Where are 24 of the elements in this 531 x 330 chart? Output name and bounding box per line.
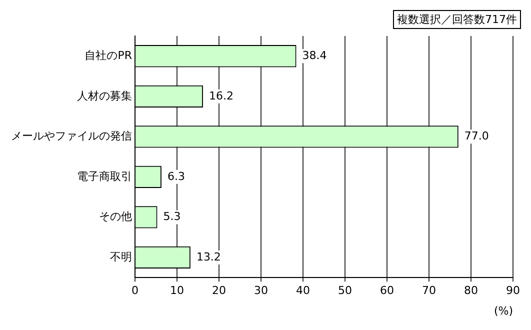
y-tick-label: その他: [99, 210, 132, 224]
data-label: 6.3: [167, 170, 185, 183]
x-tick-label: 10: [170, 284, 184, 298]
x-tick-label: 60: [380, 284, 394, 298]
y-tick-label: 電子商取引: [77, 170, 132, 183]
y-tick-label: メールやファイルの発信: [11, 130, 132, 143]
x-tick-label: 80: [464, 284, 478, 298]
y-tick-label: 人材の募集: [77, 89, 132, 102]
data-label: 13.2: [196, 250, 221, 264]
x-tick-label: 90: [506, 284, 520, 298]
x-tick-label: 0: [132, 284, 138, 298]
x-axis-title: (%): [494, 304, 513, 318]
x-tick-label: 50: [338, 284, 352, 298]
data-label: 5.3: [163, 210, 181, 224]
x-tick-label: 30: [254, 284, 268, 298]
x-tick-label: 20: [212, 284, 226, 298]
data-label: 77.0: [464, 130, 489, 143]
data-label: 16.2: [209, 89, 234, 102]
y-tick-label: 不明: [110, 250, 132, 264]
data-label: 38.4: [302, 48, 327, 62]
text: 複数選択／回答数717件: [393, 10, 521, 29]
x-tick-label: 70: [422, 284, 436, 298]
y-tick-label: 自社のPR: [84, 48, 132, 62]
x-tick-label: 40: [296, 284, 310, 298]
